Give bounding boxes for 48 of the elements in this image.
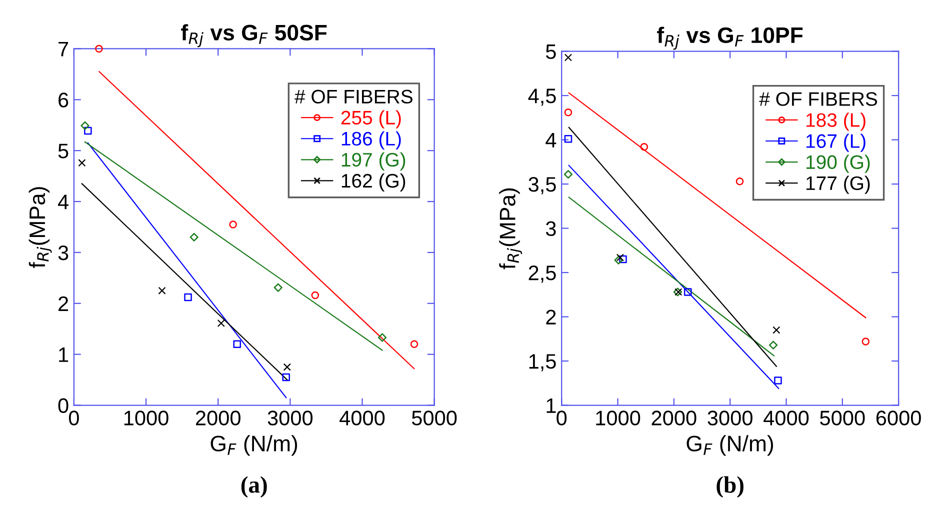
y-tick-label: 7 [58,42,68,56]
legend-label: 255 (L) [341,110,401,128]
legend-title: # OF FIBERS [759,92,878,106]
y-tick-label: 4,5 [528,88,556,106]
x-tick-label: 2000 [196,410,240,426]
x-tick-label: 6000 [876,410,921,426]
x-tick-label: 2000 [652,410,696,426]
y-tick-label: 4 [58,194,68,210]
chart-title: f$_{Rj}$ vs G$_{F}$ 50SF [181,24,327,48]
legend-label: 190 (G) [806,154,870,173]
chart-title: f$_{Rj}$ vs G$_{F}$ 10PF [657,26,803,50]
y-tick-label: 1,5 [529,354,556,372]
x-tick-label: 3000 [708,410,752,426]
y-tick-label: 2 [546,310,556,324]
x-tick-label: 4000 [340,410,385,426]
y-tick-label: 5 [546,44,556,60]
y-tick-label: 3 [58,245,68,260]
legend-label: 183 (L) [806,112,866,131]
x-tick-label: 4000 [764,410,809,426]
y-tick-label: 1 [546,398,556,413]
y-tick-label: 3 [546,221,556,236]
legend-title: # OF FIBERS [294,90,412,104]
text: (a) [241,476,267,498]
legend-label: 197 (G) [342,152,406,170]
text: (b) [716,476,744,498]
legend-label: 162 (G) [342,173,406,192]
legend-label: 167 (L) [806,134,866,152]
y-tick-label: 6 [58,92,68,108]
x-tick-label: 1000 [124,410,168,426]
y-tick-label: 3,5 [528,177,556,194]
y-tick-label: 0 [58,398,68,414]
y-axis-title: f$_{Rj}$(MPa) [499,188,522,270]
y-tick-label: 1 [59,348,68,362]
x-tick-label: 0 [68,410,79,426]
x-tick-label: 5000 [412,410,457,426]
x-tick-label: 1000 [596,410,640,426]
y-tick-label: 4 [546,133,556,148]
y-tick-label: 2,5 [528,266,556,283]
legend-label: 186 (L) [342,131,401,150]
y-tick-label: 2 [58,296,68,311]
y-axis-title: f$_{Rj}$(MPa) [28,187,52,268]
x-axis-title: G$_{F}$ (N/m) [686,435,774,456]
x-tick-label: 0 [556,410,567,426]
x-axis-title: G$_{F}$ (N/m) [210,435,298,456]
x-tick-label: 5000 [820,410,865,426]
y-tick-label: 5 [58,144,68,158]
legend-label: 177 (G) [806,176,870,194]
x-tick-label: 3000 [268,410,313,426]
